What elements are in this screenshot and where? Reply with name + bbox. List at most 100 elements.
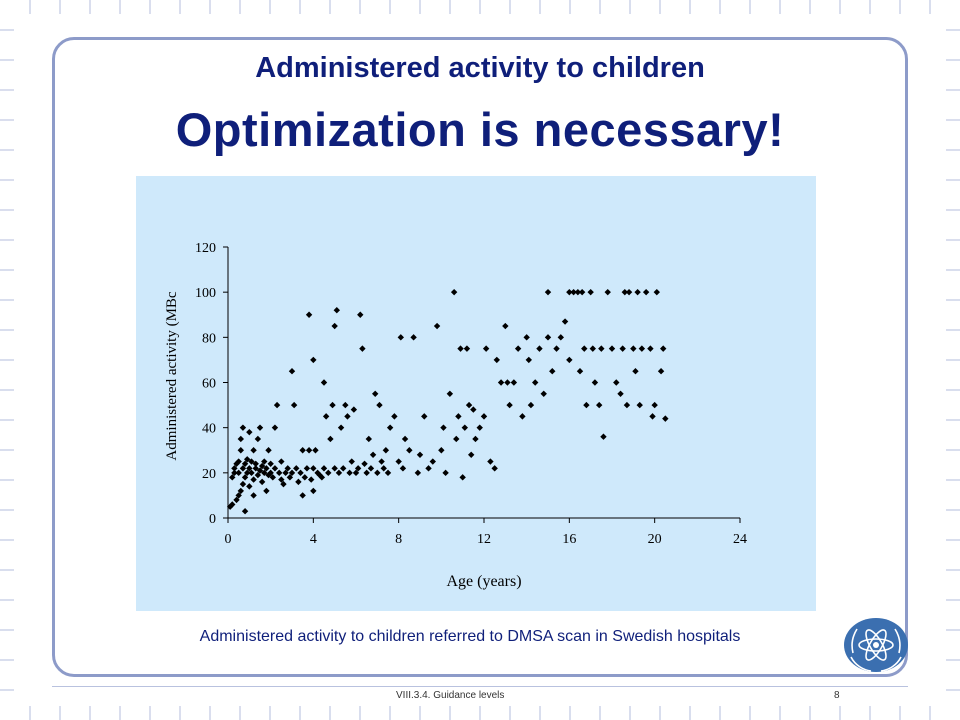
data-point <box>305 447 313 454</box>
data-point <box>502 322 509 330</box>
data-point <box>254 471 262 479</box>
x-tick-label: 12 <box>477 532 491 547</box>
data-point <box>359 345 366 352</box>
data-point <box>493 356 500 364</box>
data-point <box>450 288 458 296</box>
data-point <box>363 469 370 477</box>
iaea-atom-logo-icon <box>844 618 908 672</box>
data-point <box>271 424 279 431</box>
data-point <box>570 288 577 296</box>
data-point <box>265 447 272 454</box>
data-point <box>425 465 432 472</box>
data-point <box>578 288 586 296</box>
data-point <box>638 345 646 352</box>
page-number: 8 <box>834 690 840 701</box>
data-point <box>482 345 490 352</box>
y-tick-label: 120 <box>195 241 216 256</box>
data-point <box>235 469 242 477</box>
data-point <box>395 458 402 465</box>
data-point <box>237 487 244 495</box>
data-point <box>619 345 626 352</box>
data-point <box>252 460 259 467</box>
data-point <box>322 413 330 420</box>
data-point <box>406 447 413 454</box>
data-point <box>574 288 582 296</box>
data-point <box>401 435 409 443</box>
data-point <box>252 465 259 472</box>
data-point <box>244 469 251 477</box>
data-point <box>290 401 298 409</box>
data-point <box>258 478 266 486</box>
data-point <box>335 469 343 477</box>
data-point <box>459 474 466 481</box>
data-point <box>372 390 379 397</box>
data-point <box>320 379 328 386</box>
data-point <box>340 465 347 472</box>
data-point <box>625 288 633 296</box>
data-point <box>553 345 560 352</box>
data-point <box>506 401 513 409</box>
data-point <box>293 465 300 472</box>
data-point <box>561 318 569 325</box>
data-point <box>662 415 669 422</box>
data-point <box>549 368 556 375</box>
x-tick-label: 20 <box>648 532 662 547</box>
data-point <box>267 469 274 477</box>
data-point <box>653 288 660 296</box>
data-point <box>250 492 257 499</box>
data-point <box>233 496 240 504</box>
data-point <box>374 469 381 477</box>
data-point <box>331 465 338 472</box>
data-point <box>525 356 532 364</box>
data-point <box>278 458 285 465</box>
data-point <box>634 288 641 296</box>
data-point <box>480 413 488 420</box>
data-point <box>246 465 253 472</box>
data-point <box>365 435 372 443</box>
data-point <box>576 368 584 375</box>
data-point <box>367 465 375 472</box>
data-point <box>497 379 505 386</box>
data-point <box>263 487 270 495</box>
data-point <box>536 345 543 352</box>
data-point <box>453 435 460 443</box>
data-point <box>651 401 658 409</box>
data-point <box>391 413 398 420</box>
data-point <box>468 451 475 458</box>
data-point <box>613 379 620 386</box>
data-point <box>465 401 473 409</box>
data-point <box>376 401 383 409</box>
data-point <box>642 288 650 296</box>
data-point <box>455 413 462 420</box>
data-point <box>608 345 616 352</box>
data-point <box>235 492 242 499</box>
slide-subtitle: Optimization is necessary! <box>175 103 785 156</box>
slide-title: Administered activity to children <box>255 52 705 84</box>
data-point <box>589 345 596 352</box>
y-tick-label: 0 <box>209 512 216 527</box>
data-point <box>226 503 234 510</box>
data-point <box>261 458 268 465</box>
data-point <box>361 460 368 467</box>
data-point <box>386 424 394 431</box>
data-point <box>256 467 264 474</box>
data-point <box>527 401 535 409</box>
x-tick-label: 0 <box>225 532 232 547</box>
data-point <box>369 451 377 458</box>
data-point <box>463 345 471 352</box>
data-point <box>596 401 603 409</box>
chart-caption: Administered activity to children referr… <box>199 628 741 645</box>
data-point <box>623 401 631 409</box>
data-point <box>299 447 306 454</box>
data-point <box>632 368 639 375</box>
data-point <box>308 476 315 483</box>
data-point <box>476 424 483 431</box>
data-point <box>442 469 449 477</box>
data-point <box>239 465 247 472</box>
data-point <box>305 311 313 318</box>
data-point <box>384 469 392 477</box>
data-point <box>271 465 279 472</box>
data-point <box>630 345 637 352</box>
slide-footer: VIII.3.4. Guidance levels 8 <box>0 686 960 706</box>
data-point <box>329 401 336 409</box>
